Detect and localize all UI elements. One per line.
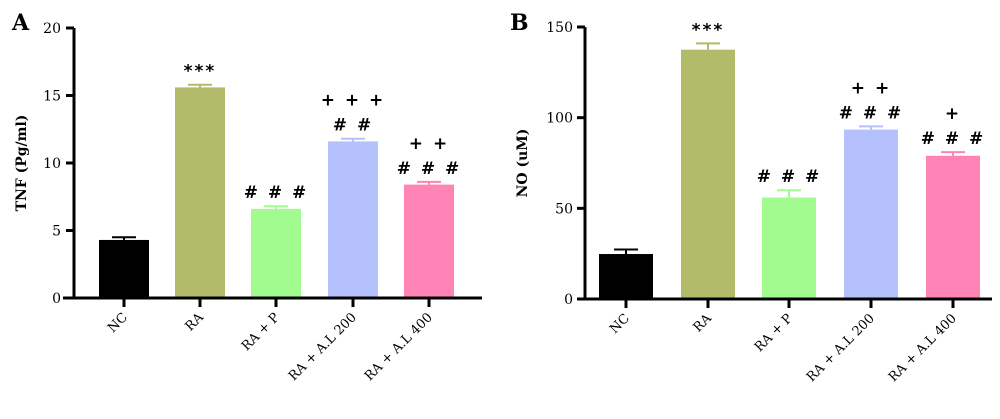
chart-b-significance-label-4: + + — [851, 78, 891, 98]
chart-a-y-axis-title: TNF (Pg/ml) — [14, 115, 30, 212]
chart-a-bar-2 — [175, 87, 225, 299]
chart-b-x-tick-label: NC — [607, 311, 633, 337]
chart-b-significance-label-3: # # # — [757, 167, 822, 187]
chart-b-bar-2 — [681, 49, 735, 299]
chart-b-panel-label: B — [510, 10, 529, 36]
chart-b-y-axis-title: NO (uM) — [515, 129, 531, 198]
chart-a-significance-label-5: # # # — [397, 159, 462, 179]
chart-a-significance-label-4: # # — [333, 116, 373, 136]
chart-a-x-tick-label: NC — [105, 310, 131, 336]
chart-a-x-tick-label: RA — [183, 310, 208, 335]
chart-a-x-tick-label: RA + A.L 400 — [362, 310, 436, 384]
chart-a-bar-5 — [404, 184, 454, 298]
chart-b-significance-label-2: *** — [692, 20, 725, 40]
chart-b-significance-label-5: + — [945, 104, 961, 124]
chart-b-x-tick-label: RA — [691, 311, 716, 336]
chart-b-bar-3 — [762, 197, 816, 299]
chart-a-y-tick-label: 20 — [43, 21, 61, 37]
chart-a-bar-3 — [251, 208, 301, 298]
chart-a-significance-label-2: *** — [184, 62, 217, 82]
chart-a-x-tick-label: RA + A.L 200 — [286, 310, 360, 384]
chart-b-x-tick-label: RA + A.L 200 — [804, 311, 878, 385]
chart-a-bar-4 — [328, 141, 378, 298]
chart-b-significance-label-5: # # # — [921, 129, 986, 149]
chart-b-significance-label-4: # # # — [839, 103, 904, 123]
chart-b-bar-4 — [844, 129, 898, 299]
chart-a-panel-label: A — [11, 10, 30, 36]
chart-a-y-tick-label: 0 — [52, 291, 61, 307]
chart-a-significance-label-4: + + + — [321, 91, 386, 111]
chart-a-significance-label-3: # # # — [244, 183, 309, 203]
chart-a-y-tick-label: 10 — [43, 156, 61, 172]
chart-a-x-tick-label: RA + P — [239, 310, 283, 354]
chart-b-x-tick-label: RA + P — [752, 311, 796, 355]
chart-b-y-tick-label: 50 — [555, 201, 573, 217]
chart-a-y-tick-label: 15 — [43, 89, 61, 105]
chart-a-significance-label-5: + + — [409, 134, 449, 154]
chart-b-y-tick-label: 150 — [546, 20, 573, 36]
chart-b-y-tick-label: 100 — [546, 111, 573, 127]
chart-b-bar-5 — [926, 155, 980, 299]
chart-b-bar-1 — [599, 254, 653, 299]
chart-b-x-tick-label: RA + A.L 400 — [886, 311, 960, 385]
chart-a-y-tick-label: 5 — [52, 224, 61, 240]
chart-b-y-tick-label: 0 — [564, 292, 573, 308]
chart-a-bar-1 — [99, 239, 149, 298]
